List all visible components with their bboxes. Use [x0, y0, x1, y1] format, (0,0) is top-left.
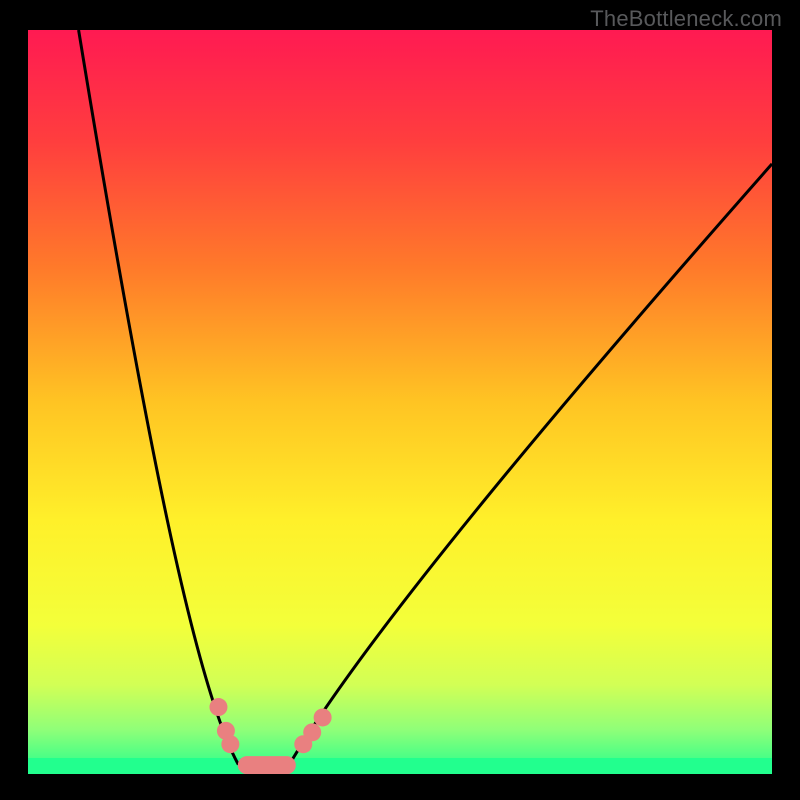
marker-dot	[221, 735, 239, 753]
bottleneck-curve	[28, 30, 772, 774]
plot-area	[28, 30, 772, 774]
curve-path	[79, 30, 772, 764]
marker-group	[209, 698, 331, 774]
marker-dot	[303, 723, 321, 741]
marker-dot	[314, 708, 332, 726]
marker-pill	[238, 756, 296, 774]
marker-dot	[209, 698, 227, 716]
watermark-text: TheBottleneck.com	[590, 6, 782, 32]
